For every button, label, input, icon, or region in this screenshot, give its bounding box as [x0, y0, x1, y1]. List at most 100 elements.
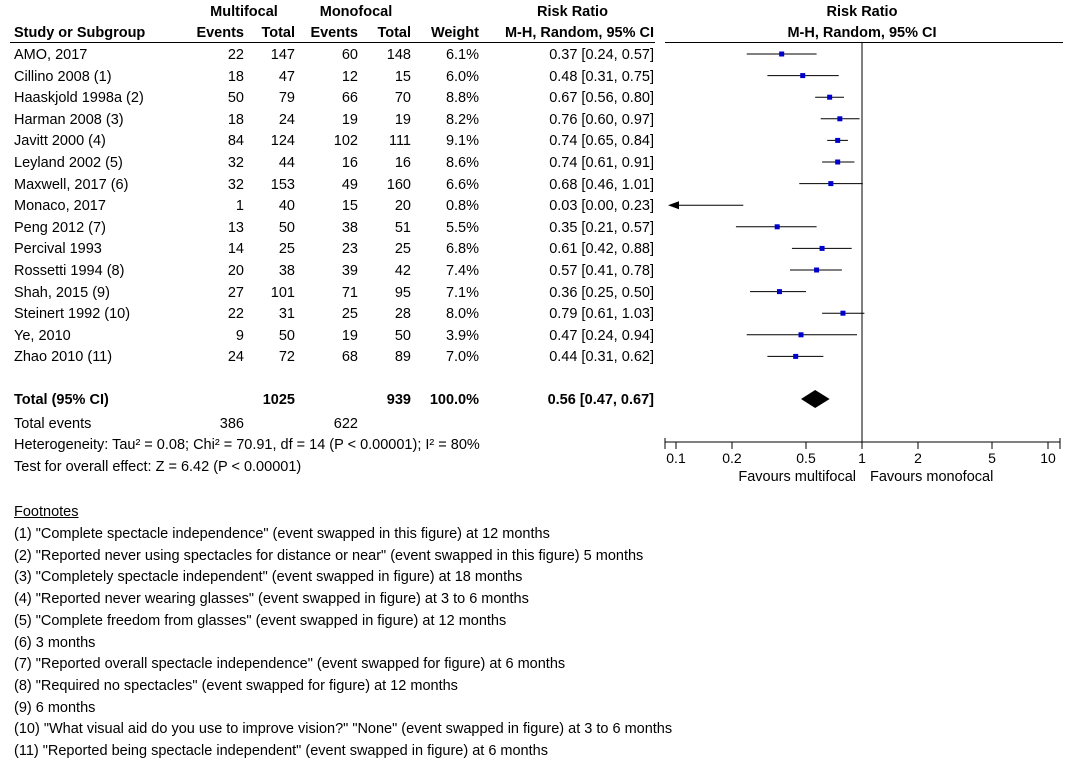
ci-cell: 0.03 [0.00, 0.23] [549, 198, 654, 215]
table-row: Leyland 2002 (5) 32 44 16 16 8.6% 0.74 [0.61, … [0, 154, 660, 175]
events1-cell: 22 [227, 47, 244, 63]
ci-cell: 0.44 [0.31, 0.62] [549, 349, 654, 366]
weight-cell: 6.1% [445, 47, 479, 63]
point-estimate [837, 116, 843, 122]
total1-cell: 72 [278, 349, 295, 366]
events2-cell: 102 [333, 133, 358, 150]
events2-cell: 39 [341, 263, 358, 279]
study-name: AMO, 2017 [14, 47, 88, 63]
plot-method-header: M-H, Random, 95% CI [787, 25, 937, 41]
table-row: Peng 2012 (7) 13 50 38 51 5.5% 0.35 [0.21, 0.5… [0, 219, 660, 240]
point-estimate [779, 51, 785, 57]
total1-cell: 40 [278, 198, 295, 215]
events2-cell: 15 [341, 198, 358, 215]
total1-cell: 101 [270, 284, 295, 301]
events2-cell: 25 [341, 306, 358, 323]
study-name: Ye, 2010 [14, 327, 71, 344]
footnote: (9) 6 months [14, 699, 96, 716]
ci-cell: 0.68 [0.46, 1.01] [549, 176, 654, 193]
ci-cell: 0.57 [0.41, 0.78] [549, 263, 654, 279]
point-estimate [828, 181, 834, 187]
weight-cell: 7.0% [445, 349, 479, 366]
overall-effect-text: Test for overall effect: Z = 6.42 (P < 0… [14, 459, 302, 475]
point-estimate [793, 353, 799, 359]
total1-cell: 47 [278, 68, 295, 85]
events1-cell: 14 [227, 241, 244, 258]
total2-header: Total [377, 25, 411, 41]
total1-cell: 38 [278, 263, 295, 279]
events1-cell: 20 [227, 263, 244, 279]
table-row: Harman 2008 (3) 18 24 19 19 8.2% 0.76 [0.60, 0… [0, 111, 660, 132]
ci-cell: 0.48 [0.31, 0.75] [549, 68, 654, 85]
total2-cell: 15 [394, 68, 411, 85]
total2-cell: 95 [394, 284, 411, 301]
study-name: Haaskjold 1998a (2) [14, 90, 144, 107]
total1-cell: 24 [278, 111, 295, 128]
study-name: Maxwell, 2017 (6) [14, 176, 129, 193]
events1-cell: 32 [227, 176, 244, 193]
events2-cell: 16 [341, 155, 358, 171]
study-name: Percival 1993 [14, 241, 102, 258]
total1-value: 1025 [262, 392, 295, 408]
x-tick-label: 0.2 [722, 450, 742, 466]
x-tick-label: 0.5 [796, 450, 816, 466]
header-underline [10, 42, 655, 43]
study-name: Harman 2008 (3) [14, 111, 124, 128]
total1-cell: 50 [278, 327, 295, 344]
point-estimate [819, 245, 825, 251]
total2-cell: 51 [394, 219, 411, 236]
x-tick-label: 10 [1040, 450, 1056, 466]
footnote: (11) "Reported being spectacle independe… [14, 743, 548, 759]
footnote: (10) "What visual aid do you use to impr… [14, 721, 673, 738]
footnote: (1) "Complete spectacle independence" (e… [14, 526, 550, 542]
x-tick-label: 1 [858, 450, 866, 466]
events2-cell: 19 [341, 111, 358, 128]
ci-cell: 0.79 [0.61, 1.03] [549, 306, 654, 323]
total2-value: 939 [386, 392, 411, 408]
footnote: (3) "Completely spectacle independent" (… [14, 569, 523, 586]
total2-cell: 16 [394, 155, 411, 171]
x-tick-label: 0.1 [666, 450, 686, 466]
total-ci: 0.56 [0.47, 0.67] [547, 392, 654, 408]
total-events1: 386 [219, 416, 244, 432]
ci-cell: 0.74 [0.61, 0.91] [549, 155, 654, 171]
x-tick-label: 2 [914, 450, 922, 466]
events2-cell: 23 [341, 241, 358, 258]
ci-cell: 0.35 [0.21, 0.57] [549, 219, 654, 236]
table-row: AMO, 2017 22 147 60 148 6.1% 0.37 [0.24, 0.57] [0, 46, 660, 67]
table-row: Steinert 1992 (10) 22 31 25 28 8.0% 0.79 [0.61… [0, 305, 660, 326]
ci-cell: 0.61 [0.42, 0.88] [549, 241, 654, 258]
risk-ratio-header: Risk Ratio [537, 4, 608, 20]
weight-header: Weight [430, 25, 479, 41]
total1-header: Total [261, 25, 295, 41]
weight-cell: 8.6% [445, 155, 479, 171]
events2-cell: 71 [341, 284, 358, 301]
total2-cell: 148 [386, 47, 411, 63]
footnote: (5) "Complete freedom from glasses" (eve… [14, 612, 507, 629]
point-estimate [835, 159, 841, 165]
point-estimate [835, 137, 841, 143]
group2-header: Monofocal [319, 4, 393, 20]
events2-cell: 68 [341, 349, 358, 366]
total1-cell: 124 [270, 133, 295, 150]
ci-cell: 0.47 [0.24, 0.94] [549, 327, 654, 344]
point-estimate [827, 94, 833, 100]
pooled-diamond [801, 390, 830, 408]
ci-arrow [668, 201, 679, 210]
weight-cell: 8.0% [445, 306, 479, 323]
events1-cell: 24 [227, 349, 244, 366]
events2-cell: 12 [341, 68, 358, 85]
events1-cell: 9 [235, 327, 244, 344]
total1-cell: 31 [278, 306, 295, 323]
forest-plot: 0.1 0.2 0.5 1 2 5 10 Favours multifocal Favours … [664, 43, 1061, 485]
total2-cell: 19 [394, 111, 411, 128]
events1-cell: 1 [235, 198, 244, 215]
events2-cell: 38 [341, 219, 358, 236]
table-row: Javitt 2000 (4) 84 124 102 111 9.1% 0.74 [0.65… [0, 132, 660, 153]
events2-cell: 49 [341, 176, 358, 193]
total2-cell: 160 [386, 176, 411, 193]
events2-cell: 66 [341, 90, 358, 107]
footnote: (8) "Required no spectacles" (event swap… [14, 677, 458, 694]
weight-cell: 9.1% [445, 133, 479, 150]
table-row: Monaco, 2017 1 40 15 20 0.8% 0.03 [0.00, 0.23] [0, 197, 660, 218]
